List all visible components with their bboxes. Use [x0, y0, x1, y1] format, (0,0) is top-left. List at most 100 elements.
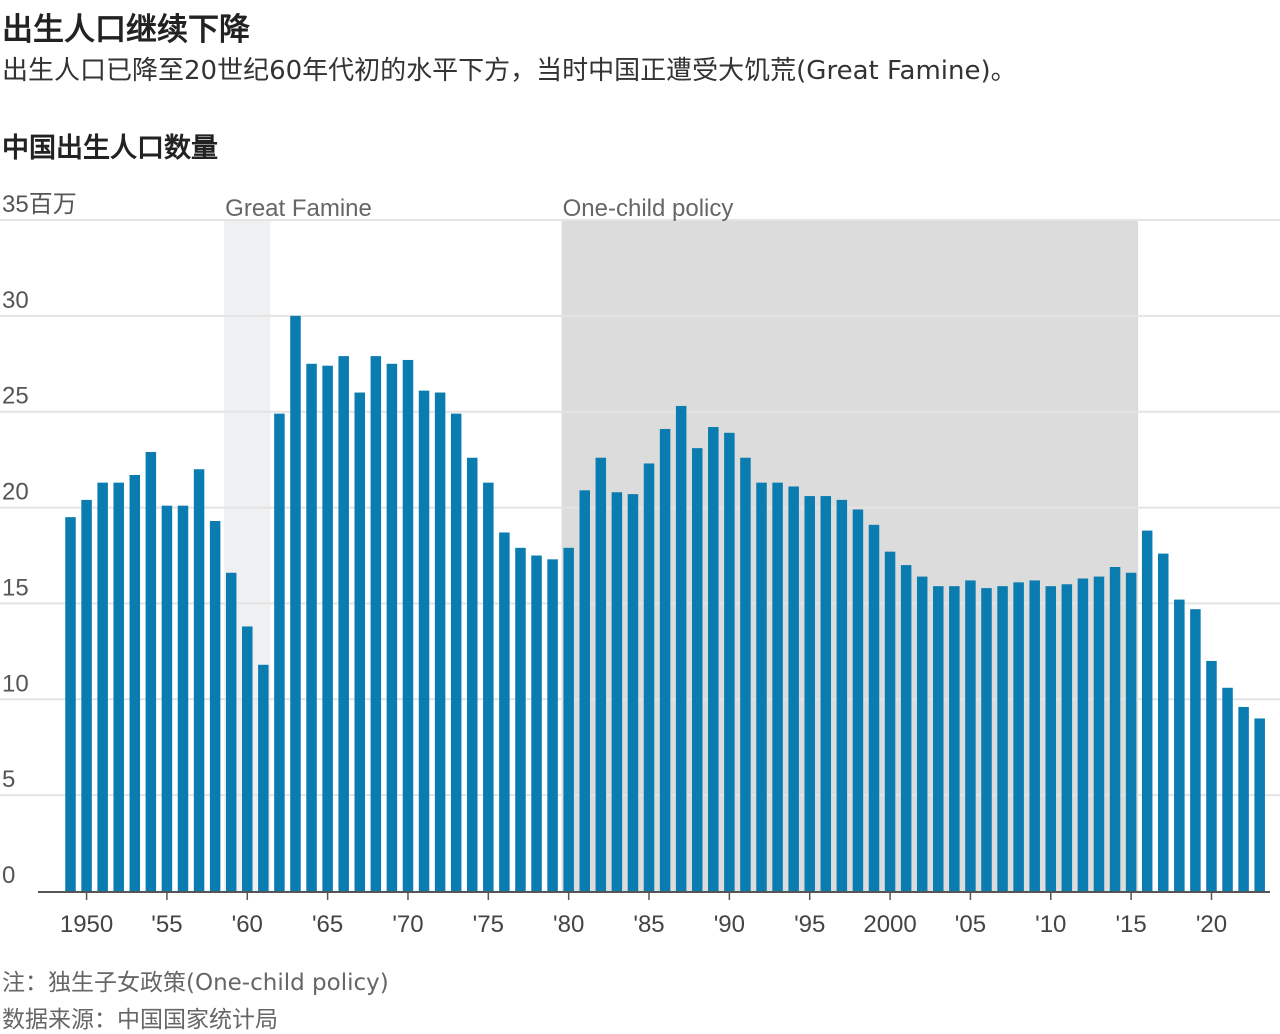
- xtick-label-2000: 2000: [863, 911, 916, 938]
- bar-2008: [1013, 582, 1024, 891]
- xtick-label-1980: '80: [553, 911, 584, 938]
- xtick-label-1965: '65: [312, 911, 343, 938]
- xtick-label-2005: '05: [955, 911, 986, 938]
- bar-2006: [981, 588, 992, 891]
- bar-1979: [547, 559, 558, 891]
- bar-2020: [1206, 660, 1217, 891]
- band-label-1: One-child policy: [563, 195, 734, 222]
- bar-1983: [611, 492, 623, 891]
- bar-2013: [1093, 576, 1105, 891]
- xtick-label-1990: '90: [714, 911, 745, 938]
- bar-2015: [1125, 572, 1137, 891]
- bar-2017: [1158, 553, 1169, 891]
- bar-1952: [113, 482, 124, 891]
- bar-1951: [97, 482, 108, 891]
- xtick-label-1970: '70: [392, 911, 423, 938]
- bar-1958: [209, 520, 221, 891]
- bar-1991: [740, 457, 751, 891]
- xtick-label-1955: '55: [151, 911, 182, 938]
- bar-2014: [1109, 567, 1121, 891]
- bar-1960: [242, 626, 253, 891]
- bar-2022: [1238, 706, 1249, 891]
- bar-1954: [145, 451, 157, 891]
- bar-1965: [322, 365, 333, 891]
- axes: [38, 891, 1270, 900]
- bar-1973: [450, 413, 462, 891]
- bar-1953: [129, 474, 141, 891]
- labels: Great Famine One-child policy 0 5 10 15 20 25 30…: [2, 191, 1227, 938]
- bar-1957: [193, 469, 205, 891]
- bar-2023: [1254, 718, 1265, 891]
- bar-2011: [1061, 584, 1073, 891]
- bar-2021: [1222, 687, 1233, 891]
- bar-1972: [434, 392, 446, 891]
- bar-1974: [467, 457, 478, 891]
- bar-1993: [772, 482, 783, 891]
- bar-1977: [515, 547, 526, 891]
- bar-2000: [884, 551, 896, 891]
- bar-1956: [177, 505, 189, 891]
- bar-1990: [724, 432, 735, 891]
- bar-1980: [563, 547, 574, 891]
- chart-source: 数据来源：中国国家统计局: [2, 1007, 278, 1033]
- bar-1988: [691, 448, 703, 891]
- bar-1969: [386, 363, 398, 891]
- xtick-label-2015: '15: [1115, 911, 1146, 938]
- bar-2005: [965, 580, 976, 891]
- chart-note: 注：独生子女政策(One-child policy): [2, 970, 389, 996]
- bar-1959: [225, 572, 237, 891]
- xtick-label-1960: '60: [232, 911, 263, 938]
- bar-1976: [499, 532, 510, 891]
- bar-2003: [933, 586, 944, 891]
- bar-1962: [274, 413, 285, 891]
- bar-1961: [258, 664, 269, 891]
- bar-2016: [1141, 530, 1153, 891]
- band-label-0: Great Famine: [225, 195, 372, 222]
- bar-1967: [354, 392, 366, 891]
- bar-1968: [370, 356, 382, 891]
- xtick-label-2010: '10: [1035, 911, 1066, 938]
- bar-1992: [756, 482, 767, 891]
- ytick-label-20: 20: [2, 479, 29, 506]
- bar-1981: [579, 490, 590, 891]
- xtick-label-1995: '95: [794, 911, 825, 938]
- births-bar-chart: Great Famine One-child policy 0 5 10 15 20 25 30…: [0, 191, 1280, 938]
- bar-1986: [659, 428, 671, 891]
- bar-2012: [1077, 578, 1089, 891]
- xtick-label-1985: '85: [633, 911, 664, 938]
- bar-1971: [418, 390, 430, 891]
- chart-subtitle: 出生人口已降至20世纪60年代初的水平下方，当时中国正遭受大饥荒(Great F…: [2, 56, 1017, 86]
- bar-2009: [1029, 580, 1040, 891]
- bar-1984: [627, 494, 639, 891]
- bar-2001: [900, 565, 912, 891]
- bar-2019: [1190, 609, 1201, 891]
- bar-1978: [531, 555, 542, 891]
- bar-1950: [81, 499, 92, 891]
- band-1: [561, 220, 1139, 891]
- ytick-label-15: 15: [2, 574, 29, 601]
- bar-2004: [949, 586, 960, 891]
- bar-2002: [916, 576, 928, 891]
- bar-1982: [595, 457, 607, 891]
- ytick-label-30: 30: [2, 287, 29, 314]
- bar-1964: [306, 363, 317, 891]
- bar-1975: [483, 482, 494, 891]
- chart-title: 中国出生人口数量: [2, 133, 218, 164]
- bar-2010: [1045, 586, 1057, 891]
- bar-1949: [65, 517, 76, 891]
- xtick-label-1975: '75: [473, 911, 504, 938]
- chart-headline: 出生人口继续下降: [2, 12, 250, 48]
- ytick-label-25: 25: [2, 383, 29, 410]
- bar-1966: [338, 356, 349, 891]
- bar-1985: [643, 463, 655, 891]
- bar-2018: [1174, 599, 1185, 891]
- bar-1995: [804, 496, 815, 891]
- ytick-label-10: 10: [2, 670, 29, 697]
- bar-1994: [788, 486, 799, 891]
- ytick-label-0: 0: [2, 862, 15, 889]
- ytick-label-5: 5: [2, 766, 15, 793]
- xtick-label-2020: '20: [1196, 911, 1227, 938]
- period-bands: [224, 220, 1139, 891]
- bar-1987: [675, 405, 687, 891]
- bar-1963: [290, 315, 301, 891]
